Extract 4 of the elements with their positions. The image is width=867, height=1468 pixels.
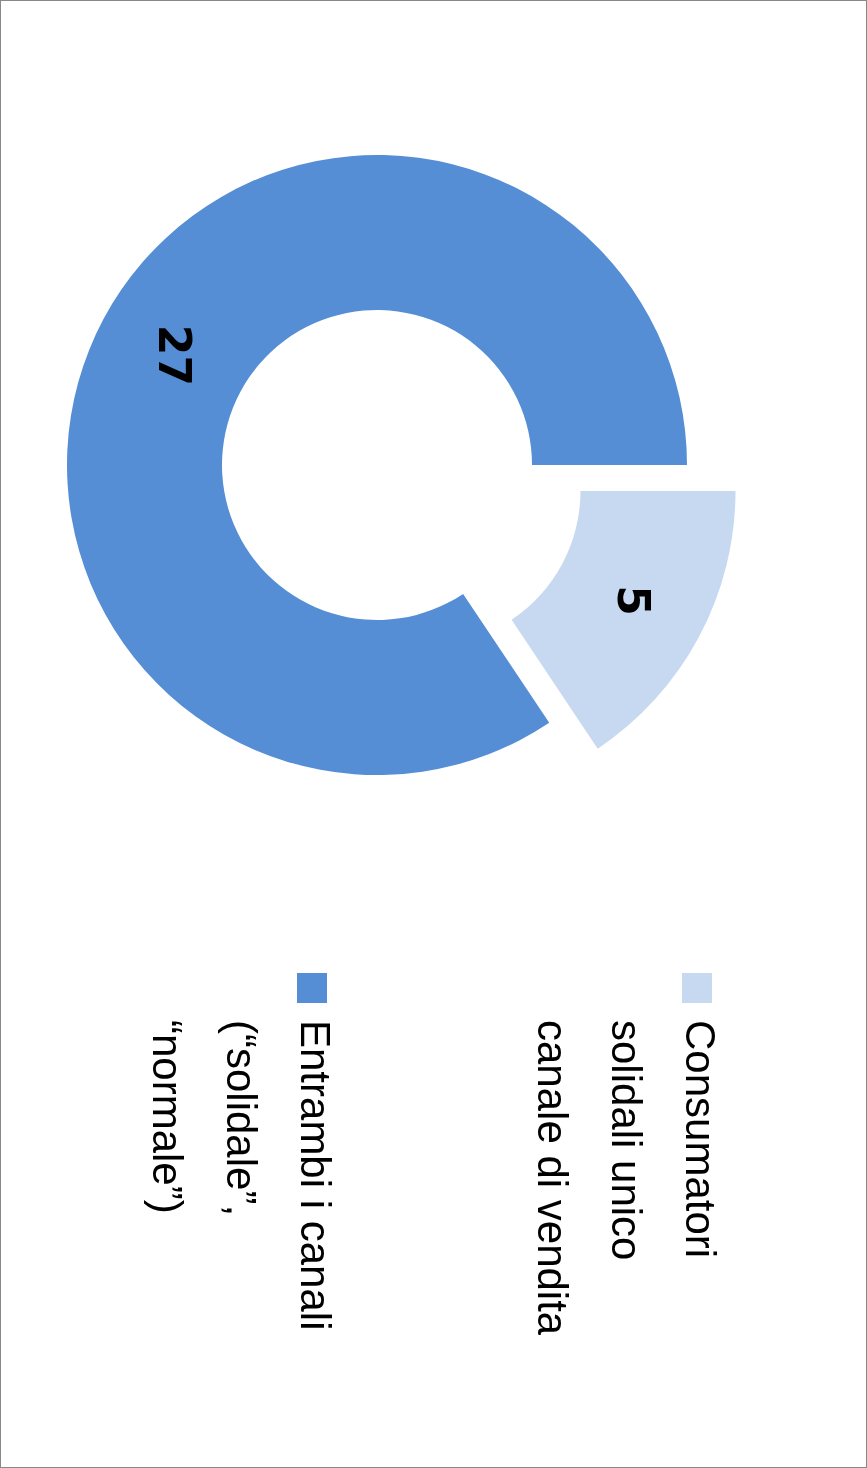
data-label: 5 [607, 585, 659, 616]
legend-label: Consumatori solidali unico canale di vendita [529, 1020, 724, 1336]
data-label: 27 [148, 324, 200, 387]
legend-label: Entrambi i canali (“solidale”, “normale”) [144, 1020, 339, 1331]
